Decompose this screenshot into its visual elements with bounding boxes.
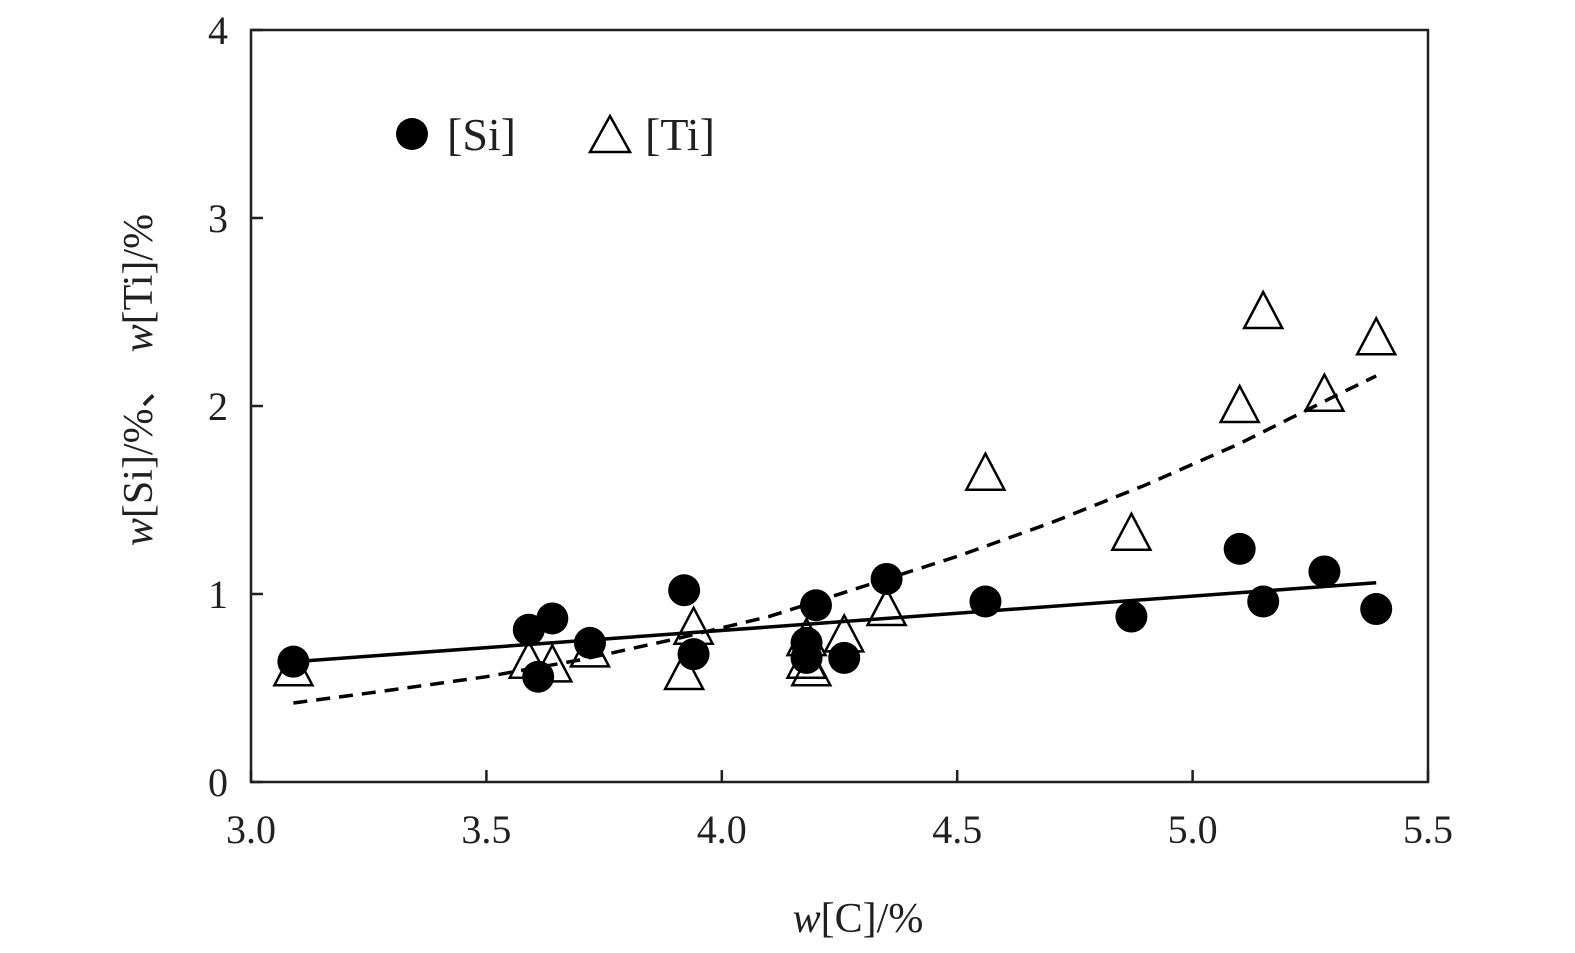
si-data-point — [1308, 555, 1341, 588]
ti-trend-line — [293, 374, 1377, 705]
si-data-point — [1360, 593, 1393, 626]
si-data-point — [668, 574, 701, 607]
x-tick-label: 3.5 — [461, 807, 511, 852]
y-axis-title-var-ti: w — [116, 324, 162, 352]
ti-data-point — [1242, 289, 1285, 330]
ti-data-point — [1110, 511, 1153, 552]
x-tick-label: 4.0 — [697, 807, 747, 852]
y-tick-label: 0 — [208, 760, 228, 805]
trend-lines — [293, 374, 1377, 705]
data-points — [272, 289, 1398, 693]
y-tick-label: 1 — [208, 572, 228, 617]
si-data-point — [828, 641, 861, 674]
x-axis-ticks: 3.0 3.5 4.0 4.5 5.0 5.5 — [226, 770, 1453, 852]
si-data-point — [790, 641, 823, 674]
y-tick-label: 4 — [208, 8, 228, 53]
ti-data-point — [1355, 315, 1398, 356]
si-data-point — [677, 638, 710, 671]
x-axis-title-var: w — [793, 896, 821, 942]
y-axis-title-var-si: w — [116, 518, 162, 546]
si-trend-line — [293, 580, 1377, 664]
ti-data-point — [1218, 383, 1261, 424]
x-tick-label: 5.0 — [1168, 807, 1218, 852]
y-tick-label: 3 — [208, 196, 228, 241]
si-data-point — [1223, 532, 1256, 565]
x-tick-label: 3.0 — [226, 807, 276, 852]
x-axis-title-rest: [C]/% — [821, 896, 924, 942]
y-axis-ticks: 0 1 2 3 4 — [208, 8, 263, 805]
y-tick-label: 2 — [208, 384, 228, 429]
legend-ti-marker — [587, 113, 633, 154]
x-tick-label: 5.5 — [1403, 807, 1453, 852]
ti-data-point — [964, 451, 1007, 491]
legend-si-label: [Si] — [447, 109, 516, 160]
si-data-point — [870, 562, 903, 595]
y-axis-title-ti: [Ti]/% — [116, 214, 162, 324]
y-axis-title-si: [Si]/%、 — [116, 366, 162, 518]
x-axis-title: w[C]/% — [793, 896, 924, 942]
ti-data-point — [1303, 372, 1346, 412]
si-data-point — [573, 626, 606, 659]
si-data-point — [1247, 585, 1280, 618]
si-data-point — [799, 589, 832, 622]
si-data-point — [1115, 600, 1148, 633]
y-axis-title: w[Si]/%、w[Ti]/% — [116, 214, 162, 546]
legend: [Si] [Ti] — [396, 109, 715, 160]
si-data-point — [969, 585, 1002, 618]
ti-data-point — [663, 650, 706, 691]
x-tick-label: 4.5 — [932, 807, 982, 852]
legend-si-marker — [396, 118, 428, 150]
si-data-point — [522, 660, 555, 693]
si-data-point — [277, 645, 310, 678]
ti-data-point — [865, 586, 908, 627]
legend-ti-label: [Ti] — [645, 109, 715, 160]
si-data-point — [536, 602, 569, 635]
